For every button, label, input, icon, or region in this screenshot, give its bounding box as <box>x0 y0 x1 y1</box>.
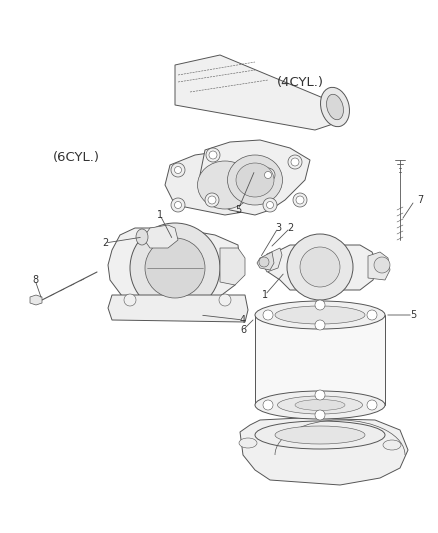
Circle shape <box>315 300 325 310</box>
Polygon shape <box>108 228 240 310</box>
Text: 4: 4 <box>240 315 246 325</box>
Ellipse shape <box>383 440 401 450</box>
Circle shape <box>263 310 273 320</box>
Circle shape <box>374 257 390 273</box>
Circle shape <box>296 196 304 204</box>
Text: 8: 8 <box>32 275 38 285</box>
Bar <box>255 315 385 405</box>
Polygon shape <box>165 150 285 215</box>
Circle shape <box>263 400 273 410</box>
Polygon shape <box>257 252 274 270</box>
Ellipse shape <box>278 396 363 414</box>
Polygon shape <box>200 140 310 215</box>
Ellipse shape <box>227 155 283 205</box>
Text: 5: 5 <box>410 310 416 320</box>
Circle shape <box>315 390 325 400</box>
Circle shape <box>261 168 275 182</box>
Ellipse shape <box>136 229 148 245</box>
Text: (4CYL.): (4CYL.) <box>276 76 324 89</box>
Ellipse shape <box>327 94 343 120</box>
Circle shape <box>287 234 353 300</box>
Text: 2: 2 <box>102 238 108 248</box>
Circle shape <box>208 196 216 204</box>
Circle shape <box>174 166 181 174</box>
Text: 7: 7 <box>417 195 423 205</box>
Ellipse shape <box>239 438 257 448</box>
Circle shape <box>291 158 299 166</box>
Polygon shape <box>108 295 248 322</box>
Text: 1: 1 <box>157 210 163 220</box>
Ellipse shape <box>275 306 365 324</box>
Ellipse shape <box>295 400 345 410</box>
Polygon shape <box>240 418 408 485</box>
Text: 5: 5 <box>235 205 241 215</box>
Polygon shape <box>265 245 378 290</box>
Circle shape <box>259 257 269 267</box>
Circle shape <box>315 410 325 420</box>
Text: 6: 6 <box>240 325 246 335</box>
Polygon shape <box>175 55 345 130</box>
Ellipse shape <box>255 421 385 449</box>
Circle shape <box>205 193 219 207</box>
Ellipse shape <box>198 161 252 209</box>
Text: (6CYL.): (6CYL.) <box>53 151 100 164</box>
Circle shape <box>130 223 220 313</box>
Ellipse shape <box>255 301 385 329</box>
Polygon shape <box>143 225 178 248</box>
Polygon shape <box>30 295 42 305</box>
Text: 1: 1 <box>262 290 268 300</box>
Circle shape <box>174 201 181 208</box>
Polygon shape <box>262 248 282 272</box>
Circle shape <box>300 247 340 287</box>
Circle shape <box>124 294 136 306</box>
Ellipse shape <box>321 87 350 127</box>
Circle shape <box>265 172 272 179</box>
Text: 2: 2 <box>287 223 293 233</box>
Ellipse shape <box>255 391 385 419</box>
Polygon shape <box>220 248 245 285</box>
Circle shape <box>266 201 273 208</box>
Circle shape <box>367 400 377 410</box>
Circle shape <box>171 163 185 177</box>
Circle shape <box>315 320 325 330</box>
Circle shape <box>293 193 307 207</box>
Circle shape <box>288 155 302 169</box>
Polygon shape <box>368 252 390 280</box>
Circle shape <box>145 238 205 298</box>
Circle shape <box>263 198 277 212</box>
Circle shape <box>206 148 220 162</box>
Ellipse shape <box>236 163 274 197</box>
Text: 3: 3 <box>275 223 281 233</box>
Circle shape <box>219 294 231 306</box>
Circle shape <box>367 310 377 320</box>
Circle shape <box>171 198 185 212</box>
Ellipse shape <box>275 426 365 444</box>
Circle shape <box>209 151 217 159</box>
